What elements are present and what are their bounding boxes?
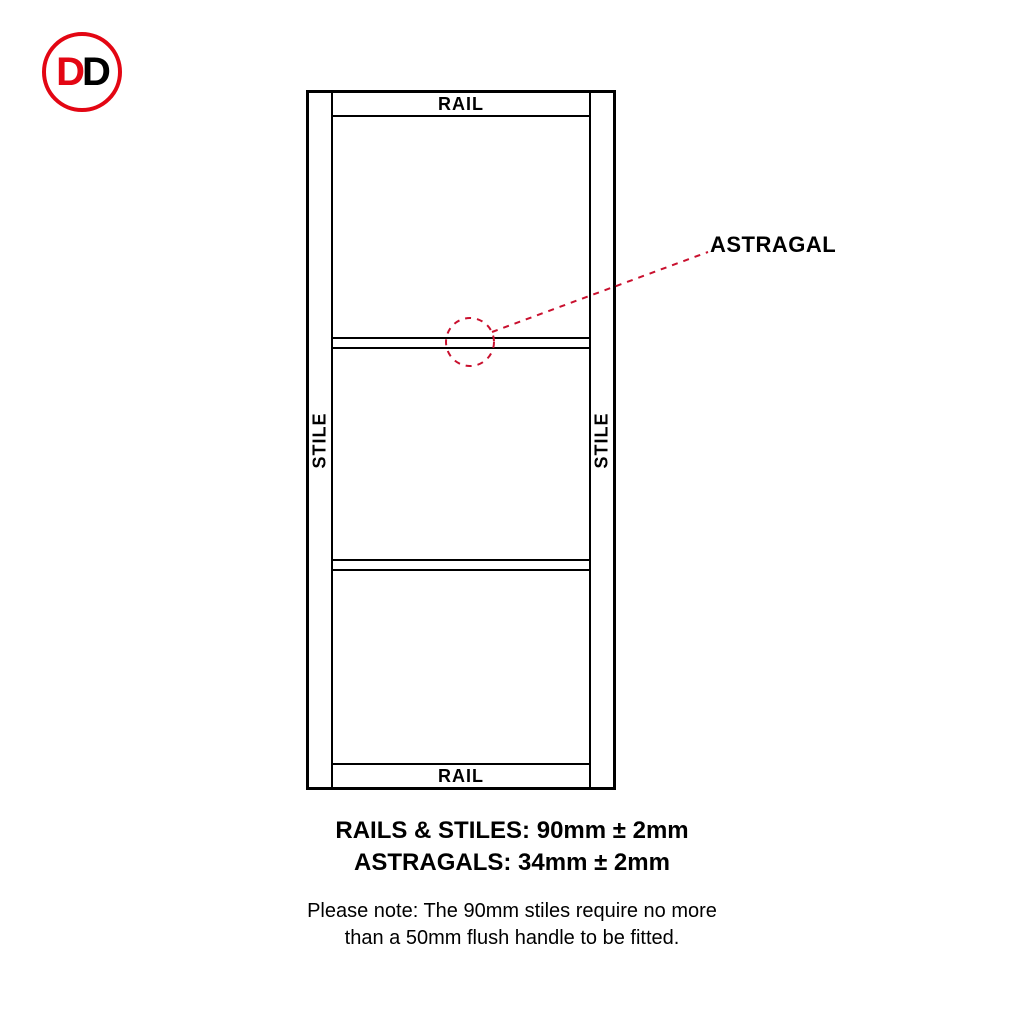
- note-text: Please note: The 90mm stiles require no …: [0, 898, 1024, 952]
- astragal-2: [333, 559, 589, 571]
- stile-left: STILE: [309, 93, 333, 787]
- logo-letter-1: D: [56, 50, 82, 95]
- rail-top: RAIL: [333, 93, 589, 117]
- stile-right-label: STILE: [592, 412, 613, 468]
- logo-letter-2: D: [82, 50, 108, 95]
- note-line-2: than a 50mm flush handle to be fitted.: [0, 925, 1024, 952]
- rail-bottom: RAIL: [333, 763, 589, 787]
- astragal-1: [333, 337, 589, 349]
- diagram-canvas: DD STILE STILE RAIL RAIL ASTRAGAL RAILS …: [0, 0, 1024, 1024]
- rail-top-label: RAIL: [438, 94, 484, 115]
- rail-bottom-label: RAIL: [438, 766, 484, 787]
- door-outline: STILE STILE RAIL RAIL: [306, 90, 616, 790]
- note-line-1: Please note: The 90mm stiles require no …: [0, 898, 1024, 925]
- brand-logo: DD: [42, 32, 122, 112]
- stile-left-label: STILE: [310, 412, 331, 468]
- astragal-callout-label: ASTRAGAL: [710, 232, 836, 258]
- stile-right: STILE: [589, 93, 613, 787]
- specs-line-2: ASTRAGALS: 34mm ± 2mm: [0, 847, 1024, 879]
- specs-text: RAILS & STILES: 90mm ± 2mm ASTRAGALS: 34…: [0, 815, 1024, 880]
- specs-line-1: RAILS & STILES: 90mm ± 2mm: [0, 815, 1024, 847]
